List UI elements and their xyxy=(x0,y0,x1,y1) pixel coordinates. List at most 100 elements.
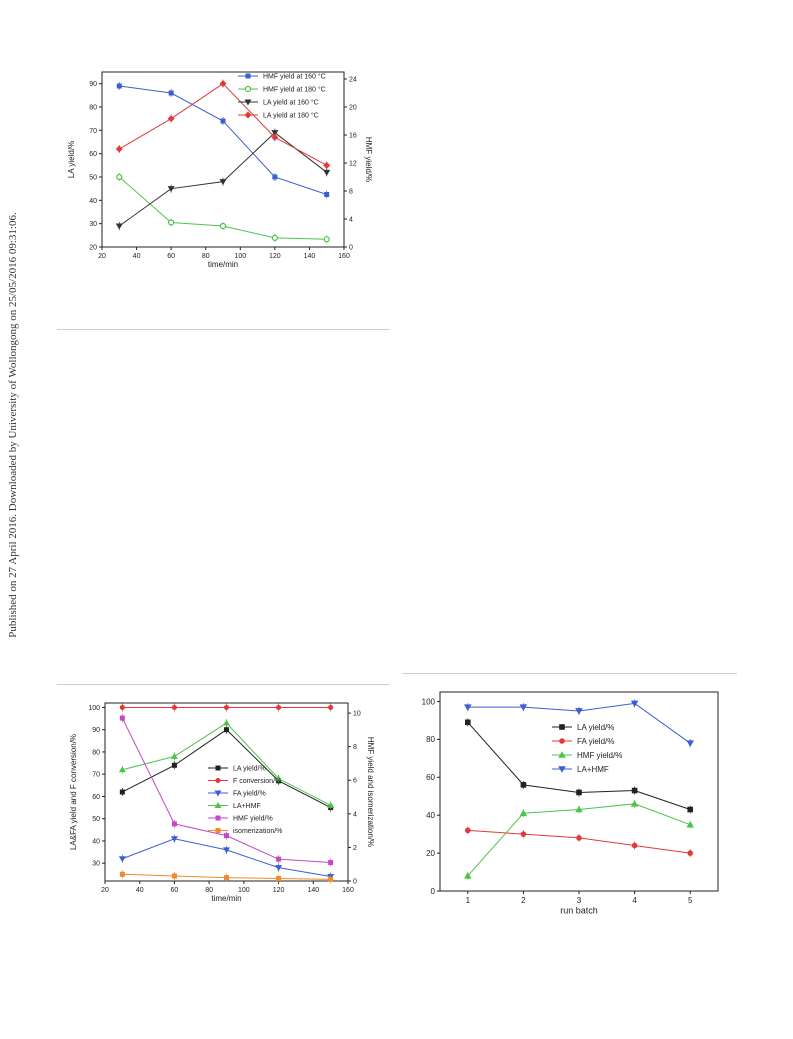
data-point xyxy=(275,865,283,872)
data-point xyxy=(323,169,331,176)
data-point xyxy=(464,704,472,711)
data-point xyxy=(464,872,472,879)
data-point xyxy=(328,704,334,710)
series-la-yield- xyxy=(465,718,693,814)
data-point xyxy=(219,179,227,186)
y-axis-label: LA&FA yield and F conversion/% xyxy=(69,734,78,850)
x-tick-label: 80 xyxy=(202,253,210,260)
data-point xyxy=(171,762,177,768)
data-point xyxy=(327,801,335,808)
figure-divider xyxy=(57,684,390,685)
series-hmf-yield-at-160-c xyxy=(116,82,330,199)
data-point xyxy=(223,847,230,854)
x-tick-label: 40 xyxy=(136,887,144,894)
y2-tick-label: 24 xyxy=(349,76,357,83)
y-tick-label: 90 xyxy=(92,727,100,734)
x-tick-label: 20 xyxy=(98,253,106,260)
y-tick-label: 100 xyxy=(422,697,436,706)
y2-tick-label: 12 xyxy=(349,160,357,167)
data-point xyxy=(244,85,252,93)
x-tick-label: 120 xyxy=(273,887,285,894)
x-tick-label: 140 xyxy=(307,887,319,894)
y-tick-label: 100 xyxy=(88,705,100,712)
data-point xyxy=(245,73,251,79)
data-point xyxy=(215,778,221,783)
y-tick-label: 60 xyxy=(426,773,435,782)
legend-label: LA yield at 160 °C xyxy=(263,98,319,106)
data-point xyxy=(272,174,278,180)
x-tick-label: 160 xyxy=(342,887,354,894)
y2-tick-label: 0 xyxy=(353,878,357,885)
x-tick-label: 2 xyxy=(521,896,526,905)
data-point xyxy=(687,806,693,813)
series-la-yield-at-180-c xyxy=(115,79,331,170)
data-point xyxy=(328,860,334,866)
figure-divider xyxy=(402,673,737,674)
data-point xyxy=(220,118,226,124)
publication-note: Published on 27 April 2016. Downloaded b… xyxy=(4,210,22,640)
legend-label: isomerization/% xyxy=(233,828,282,835)
data-point xyxy=(215,815,221,821)
data-point xyxy=(168,219,175,226)
x-axis-label: time/min xyxy=(211,894,241,903)
plot-frame xyxy=(101,71,345,248)
data-point xyxy=(244,111,252,119)
series-line xyxy=(122,838,331,878)
y2-tick-label: 0 xyxy=(349,244,353,251)
data-point xyxy=(116,83,122,89)
data-point xyxy=(214,790,222,797)
legend-label: LA yield/% xyxy=(233,765,266,772)
series-la-hmf xyxy=(464,699,694,748)
series-line xyxy=(121,717,331,864)
series-fa-yield- xyxy=(465,826,693,858)
data-point xyxy=(171,821,177,827)
series-isomerization- xyxy=(119,870,334,884)
data-point xyxy=(224,727,229,733)
y-tick-label: 70 xyxy=(92,772,100,779)
x-tick-label: 40 xyxy=(133,253,141,260)
data-point xyxy=(219,222,227,230)
legend-label: FA yield/% xyxy=(577,737,614,746)
series-hmf-yield- xyxy=(119,714,334,867)
data-point xyxy=(171,873,177,879)
x-tick-label: 1 xyxy=(466,896,471,905)
y-tick-label: 50 xyxy=(89,174,97,181)
data-point xyxy=(276,856,282,862)
x-tick-label: 100 xyxy=(238,887,250,894)
y-tick-label: 0 xyxy=(431,887,436,896)
y2-tick-label: 20 xyxy=(349,104,357,111)
x-tick-label: 160 xyxy=(338,253,350,260)
chart-run-batch: 1 2 3 4 5 0 20 40 60 80 100 run batch LA yield/% FA y… xyxy=(422,691,719,915)
y-tick-label: 80 xyxy=(92,749,100,756)
data-point xyxy=(168,90,174,96)
series-fa-yield- xyxy=(118,834,335,881)
y2-tick-label: 2 xyxy=(353,845,357,852)
data-point xyxy=(576,835,582,841)
x-tick-label: 140 xyxy=(304,253,316,260)
legend-label: FA yield/% xyxy=(233,790,266,797)
data-point xyxy=(115,145,123,153)
data-point xyxy=(219,80,227,88)
publication-note-text: Published on 27 April 2016. Downloaded b… xyxy=(7,212,19,638)
y2-tick-label: 6 xyxy=(353,778,357,785)
data-point xyxy=(223,719,230,726)
x-tick-label: 20 xyxy=(101,887,109,894)
y2-tick-label: 16 xyxy=(349,132,357,139)
data-point xyxy=(559,738,565,744)
data-point xyxy=(630,800,639,807)
legend: LA yield/% FA yield/% HMF yield/% LA+HMF xyxy=(552,723,622,774)
data-point xyxy=(559,724,565,730)
data-point xyxy=(215,828,221,833)
y-tick-label: 30 xyxy=(89,221,97,228)
legend-label: LA+HMF xyxy=(577,765,609,774)
data-point xyxy=(171,704,177,710)
y-tick-label: 70 xyxy=(89,128,97,135)
series-f-conversion- xyxy=(119,703,334,712)
legend-label: HMF yield at 160 °C xyxy=(263,72,326,80)
data-point xyxy=(687,850,693,856)
data-point xyxy=(271,234,278,241)
y-tick-label: 80 xyxy=(89,104,97,111)
data-point xyxy=(686,820,694,828)
data-point xyxy=(170,836,178,843)
x-tick-label: 80 xyxy=(205,887,213,894)
